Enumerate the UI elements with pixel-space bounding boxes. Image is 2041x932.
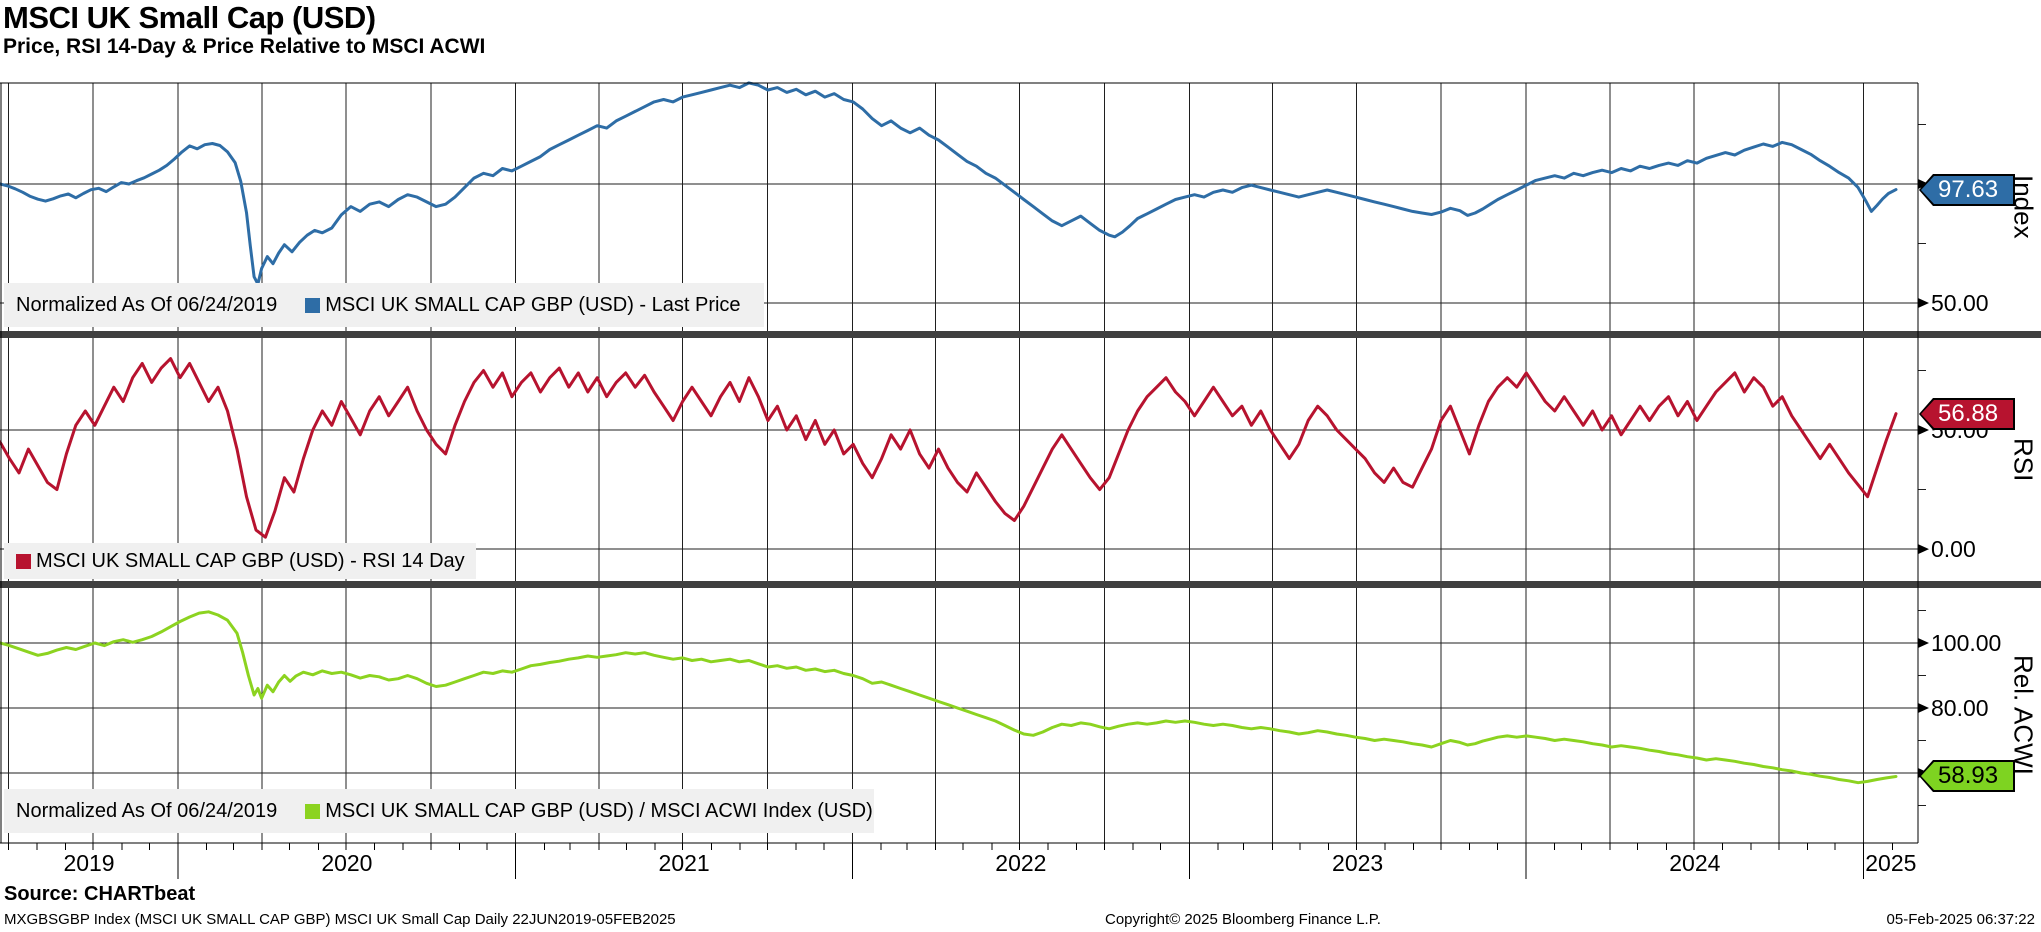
footer-copyright: Copyright© 2025 Bloomberg Finance L.P.	[1105, 911, 1381, 928]
legend-relative-label: MSCI UK SMALL CAP GBP (USD) / MSCI ACWI …	[325, 799, 873, 822]
y-tick-label: 0.00	[1931, 536, 1976, 563]
footer-timestamp: 05-Feb-2025 06:37:22	[1886, 911, 2035, 928]
page-title: MSCI UK Small Cap (USD)	[3, 0, 376, 35]
rsi-series-swatch-icon	[16, 553, 31, 569]
chart-subtitle: Price, RSI 14-Day & Price Relative to MS…	[3, 35, 486, 58]
legend-price-label: MSCI UK SMALL CAP GBP (USD) - Last Price	[325, 293, 741, 316]
last-price-badge-relative: 58.93	[1919, 760, 2015, 792]
x-axis-year-label: 2023	[1332, 850, 1384, 876]
footer-ticker-info: MXGBSGBP Index (MSCI UK SMALL CAP GBP) M…	[4, 911, 676, 928]
last-price-badge-rsi: 56.88	[1919, 398, 2015, 430]
x-axis-year-label: 2024	[1669, 850, 1721, 876]
x-axis-year-label: 2019	[63, 850, 115, 876]
x-axis-year-label: 2020	[321, 850, 373, 876]
y-tick-label: 100.00	[1931, 629, 2002, 656]
y-axis-title-rel-acwi: Rel. ACWI	[2008, 655, 2039, 775]
source-label: Source: CHARTbeat	[4, 883, 196, 905]
legend-relative: Normalized As Of 06/24/2019 MSCI UK SMAL…	[4, 789, 874, 833]
relative-series-swatch-icon	[305, 803, 321, 819]
price-series-swatch-icon	[305, 297, 321, 313]
y-tick-label: 80.00	[1931, 694, 1989, 721]
y-axis-title-index: Index	[2008, 175, 2039, 239]
y-tick-label: 50.00	[1931, 290, 1989, 316]
y-axis-title-rsi: RSI	[2008, 438, 2039, 482]
x-axis-year-label: 2021	[658, 850, 710, 876]
legend-rsi: MSCI UK SMALL CAP GBP (USD) - RSI 14 Day	[4, 543, 476, 579]
normalized-note: Normalized As Of 06/24/2019	[16, 799, 278, 822]
x-axis-year-label: 2025	[1865, 850, 1917, 876]
x-axis-year-label: 2022	[995, 850, 1047, 876]
last-price-badge-index: 97.63	[1919, 174, 2015, 206]
legend-price: Normalized As Of 06/24/2019 MSCI UK SMAL…	[4, 283, 764, 327]
legend-rsi-label: MSCI UK SMALL CAP GBP (USD) - RSI 14 Day	[36, 549, 465, 572]
normalized-note: Normalized As Of 06/24/2019	[16, 293, 278, 316]
